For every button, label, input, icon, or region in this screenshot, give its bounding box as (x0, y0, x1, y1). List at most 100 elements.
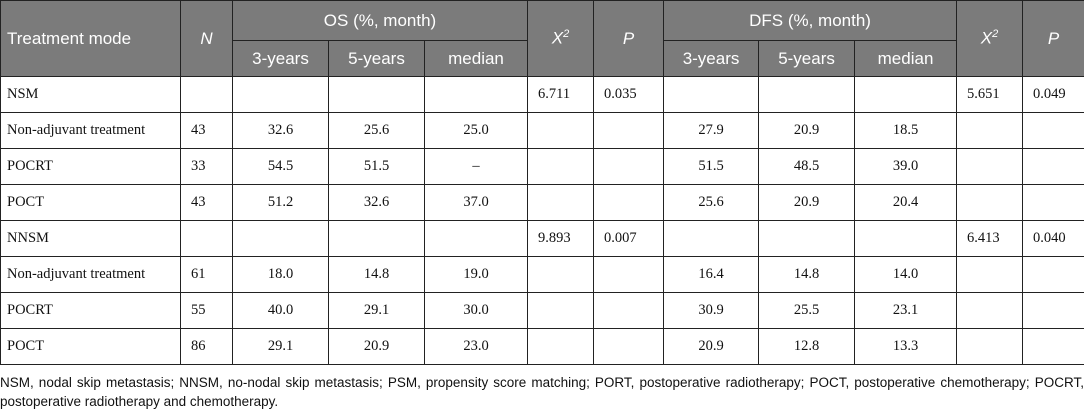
cell-dfs-5-years: 14.8 (758, 256, 856, 293)
cell-p-os (593, 184, 665, 221)
cell-n: 43 (180, 112, 233, 149)
cell-chi-square-dfs: 5.651 (956, 76, 1024, 113)
cell-treatment: Non-adjuvant treatment (0, 112, 181, 149)
header-dfs-3-years: 3-years (663, 40, 760, 77)
cell-dfs-5-years: 20.9 (758, 112, 856, 149)
cell-os-median: – (423, 148, 529, 185)
cell-chi-square-os (527, 328, 595, 365)
cell-chi-square-dfs (956, 112, 1024, 149)
table-footnote: NSM, nodal skip metastasis; NNSM, no-nod… (0, 375, 1084, 409)
cell-n: 43 (180, 184, 233, 221)
cell-dfs-3-years: 30.9 (663, 292, 760, 329)
cell-p-dfs (1022, 256, 1084, 293)
header-dfs-group: DFS (%, month) (663, 0, 958, 41)
cell-dfs-3-years (663, 76, 760, 113)
cell-os-5-years: 14.8 (328, 256, 425, 293)
cell-dfs-3-years: 16.4 (663, 256, 760, 293)
cell-treatment: POCT (0, 184, 181, 221)
header-chi-square-os: X2 (527, 0, 595, 77)
cell-os-median: 37.0 (423, 184, 529, 221)
cell-dfs-3-years: 27.9 (663, 112, 760, 149)
results-table: Treatment mode N OS (%, month) X2 P DFS … (0, 0, 1084, 365)
table-row: POCRT 33 54.5 51.5–51.5 48.5 39.0 (0, 148, 1084, 185)
cell-p-dfs (1022, 292, 1084, 329)
chi-superscript: 2 (992, 28, 999, 41)
cell-chi-square-dfs (956, 184, 1024, 221)
cell-treatment: NNSM (0, 220, 181, 257)
cell-chi-square-dfs (956, 256, 1024, 293)
cell-dfs-3-years (663, 220, 760, 257)
header-n: N (180, 0, 233, 77)
cell-dfs-3-years: 51.5 (663, 148, 760, 185)
cell-dfs-5-years: 12.8 (758, 328, 856, 365)
cell-p-os (593, 112, 665, 149)
cell-p-os (593, 148, 665, 185)
cell-os-median: 23.0 (423, 328, 529, 365)
table-body: NSM 6.711 0.035 5.651 0.049 Non-adjuvant trea… (0, 76, 1084, 365)
table-row: POCT 86 29.1 20.9 23.0 20.9 12.8 13.3 (0, 328, 1084, 365)
cell-os-3-years: 51.2 (232, 184, 329, 221)
cell-os-3-years: 18.0 (232, 256, 329, 293)
cell-os-5-years: 32.6 (328, 184, 425, 221)
cell-os-3-years (232, 220, 329, 257)
cell-dfs-median (854, 220, 958, 257)
cell-treatment: Non-adjuvant treatment (0, 256, 181, 293)
cell-treatment: NSM (0, 76, 181, 113)
header-p-dfs: P (1022, 0, 1084, 77)
cell-n: 33 (180, 148, 233, 185)
cell-os-median (423, 76, 529, 113)
cell-chi-square-dfs (956, 148, 1024, 185)
header-chi-square-dfs: X2 (956, 0, 1024, 77)
cell-treatment: POCRT (0, 292, 181, 329)
cell-treatment: POCT (0, 328, 181, 365)
header-os-3-years: 3-years (232, 40, 329, 77)
table-row: NNSM 9.893 0.007 6.413 0.040 (0, 220, 1084, 257)
cell-chi-square-os: 9.893 (527, 220, 595, 257)
header-os-group: OS (%, month) (231, 0, 529, 41)
cell-n: 55 (180, 292, 233, 329)
cell-os-3-years (232, 76, 329, 113)
cell-chi-square-os: 6.711 (527, 76, 595, 113)
cell-chi-square-dfs (956, 292, 1024, 329)
cell-os-median: 19.0 (423, 256, 529, 293)
header-os-5-years: 5-years (328, 40, 425, 77)
cell-os-3-years: 40.0 (232, 292, 329, 329)
cell-p-dfs: 0.049 (1022, 76, 1084, 113)
cell-p-os (593, 328, 665, 365)
cell-p-dfs: 0.040 (1022, 220, 1084, 257)
cell-dfs-median: 23.1 (854, 292, 958, 329)
cell-treatment: POCRT (0, 148, 181, 185)
cell-p-dfs (1022, 112, 1084, 149)
cell-p-os (593, 256, 665, 293)
header-treatment-mode: Treatment mode (0, 0, 181, 77)
cell-os-5-years (328, 76, 425, 113)
cell-dfs-5-years (758, 220, 856, 257)
table-row: NSM 6.711 0.035 5.651 0.049 (0, 76, 1084, 113)
cell-os-5-years: 29.1 (328, 292, 425, 329)
cell-dfs-5-years (758, 76, 856, 113)
cell-os-3-years: 29.1 (232, 328, 329, 365)
chi-symbol: X (551, 28, 564, 48)
cell-n: 86 (180, 328, 233, 365)
cell-chi-square-os (527, 292, 595, 329)
cell-os-5-years: 25.6 (328, 112, 425, 149)
cell-dfs-median: 13.3 (854, 328, 958, 365)
cell-dfs-5-years: 25.5 (758, 292, 856, 329)
cell-dfs-median: 18.5 (854, 112, 958, 149)
header-p-os: P (593, 0, 665, 77)
cell-os-median: 25.0 (423, 112, 529, 149)
table-row: Non-adjuvant treatment 43 32.6 25.6 25.0 27.9… (0, 112, 1084, 149)
cell-dfs-median: 14.0 (854, 256, 958, 293)
table-row: POCRT 55 40.0 29.1 30.0 30.9 25.5 23.1 (0, 292, 1084, 329)
cell-os-5-years (328, 220, 425, 257)
chi-symbol: X (980, 28, 993, 48)
cell-os-3-years: 54.5 (232, 148, 329, 185)
cell-dfs-median: 39.0 (854, 148, 958, 185)
cell-n (180, 76, 233, 113)
table-row: POCT 43 51.2 32.6 37.0 25.6 20.9 20.4 (0, 184, 1084, 221)
cell-dfs-median: 20.4 (854, 184, 958, 221)
cell-dfs-5-years: 20.9 (758, 184, 856, 221)
cell-n (180, 220, 233, 257)
cell-p-dfs (1022, 184, 1084, 221)
cell-chi-square-dfs (956, 328, 1024, 365)
